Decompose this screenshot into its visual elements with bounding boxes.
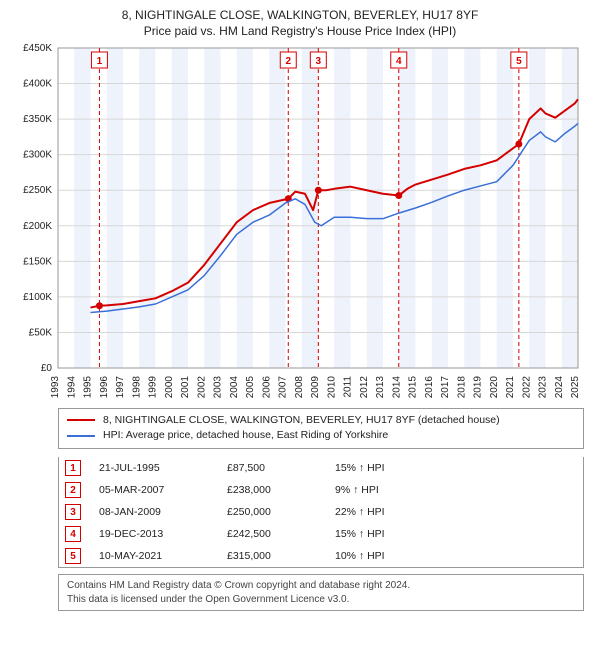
svg-text:2006: 2006: [261, 375, 272, 397]
svg-text:2002: 2002: [196, 375, 207, 397]
svg-text:2016: 2016: [424, 375, 435, 397]
svg-text:£450K: £450K: [23, 43, 52, 54]
svg-text:£50K: £50K: [29, 327, 53, 338]
svg-text:2022: 2022: [521, 375, 532, 397]
svg-text:2000: 2000: [164, 375, 175, 397]
price-vs-hpi-chart: £0 £50K £100K £150K £200K £250K £300K £350K £400…: [10, 42, 590, 398]
svg-text:2020: 2020: [489, 375, 500, 397]
event-price: £87,500: [227, 462, 317, 474]
footer-line-2: This data is licensed under the Open Gov…: [67, 593, 575, 607]
svg-text:1: 1: [97, 56, 103, 67]
svg-text:2: 2: [285, 56, 291, 67]
legend-swatch-property: [67, 419, 95, 421]
event-price: £238,000: [227, 484, 317, 496]
event-marker: 1: [65, 460, 81, 476]
event-delta: 10% ↑ HPI: [335, 550, 385, 562]
event-marker: 3: [65, 504, 81, 520]
event-price: £242,500: [227, 528, 317, 540]
event-price: £315,000: [227, 550, 317, 562]
svg-text:1997: 1997: [115, 375, 126, 397]
event-marker: 2: [65, 482, 81, 498]
svg-text:1999: 1999: [148, 375, 159, 397]
event-row: 3 08-JAN-2009 £250,000 22% ↑ HPI: [59, 501, 583, 523]
svg-text:2012: 2012: [359, 375, 370, 397]
event-date: 21-JUL-1995: [99, 462, 209, 474]
event-row: 5 10-MAY-2021 £315,000 10% ↑ HPI: [59, 545, 583, 567]
event-delta: 15% ↑ HPI: [335, 462, 385, 474]
event-row: 4 19-DEC-2013 £242,500 15% ↑ HPI: [59, 523, 583, 545]
legend-swatch-hpi: [67, 435, 95, 437]
event-row: 1 21-JUL-1995 £87,500 15% ↑ HPI: [59, 457, 583, 479]
footer-box: Contains HM Land Registry data © Crown c…: [58, 574, 584, 611]
svg-text:2017: 2017: [440, 375, 451, 397]
event-marker: 4: [65, 526, 81, 542]
svg-text:2003: 2003: [213, 375, 224, 397]
svg-text:£400K: £400K: [23, 78, 52, 89]
svg-text:£200K: £200K: [23, 220, 52, 231]
svg-text:2004: 2004: [229, 375, 240, 397]
svg-text:£350K: £350K: [23, 114, 52, 125]
svg-text:2011: 2011: [343, 375, 354, 397]
svg-text:2014: 2014: [391, 375, 402, 397]
svg-text:2013: 2013: [375, 375, 386, 397]
event-price: £250,000: [227, 506, 317, 518]
legend-label-hpi: HPI: Average price, detached house, East…: [103, 428, 388, 444]
events-table: 1 21-JUL-1995 £87,500 15% ↑ HPI 2 05-MAR-2007…: [58, 457, 584, 568]
chart-subtitle: Price paid vs. HM Land Registry's House …: [10, 24, 590, 38]
event-delta: 9% ↑ HPI: [335, 484, 379, 496]
event-delta: 15% ↑ HPI: [335, 528, 385, 540]
svg-text:1993: 1993: [50, 375, 61, 397]
event-marker: 5: [65, 548, 81, 564]
svg-text:1998: 1998: [131, 375, 142, 397]
svg-text:2001: 2001: [180, 375, 191, 397]
svg-text:2023: 2023: [538, 375, 549, 397]
legend-box: 8, NIGHTINGALE CLOSE, WALKINGTON, BEVERL…: [58, 408, 584, 450]
svg-text:2005: 2005: [245, 375, 256, 397]
svg-text:2024: 2024: [554, 375, 565, 397]
svg-text:5: 5: [516, 56, 522, 67]
svg-text:2018: 2018: [456, 375, 467, 397]
svg-text:£150K: £150K: [23, 256, 52, 267]
svg-text:2007: 2007: [278, 375, 289, 397]
svg-text:4: 4: [396, 56, 402, 67]
legend-label-property: 8, NIGHTINGALE CLOSE, WALKINGTON, BEVERL…: [103, 413, 500, 429]
event-date: 05-MAR-2007: [99, 484, 209, 496]
svg-text:2019: 2019: [473, 375, 484, 397]
svg-text:2009: 2009: [310, 375, 321, 397]
svg-text:2015: 2015: [408, 375, 419, 397]
event-date: 10-MAY-2021: [99, 550, 209, 562]
legend-item-hpi: HPI: Average price, detached house, East…: [67, 428, 575, 444]
svg-text:1994: 1994: [66, 375, 77, 397]
svg-text:2010: 2010: [326, 375, 337, 397]
event-date: 08-JAN-2009: [99, 506, 209, 518]
svg-text:2025: 2025: [570, 375, 581, 397]
footer-line-1: Contains HM Land Registry data © Crown c…: [67, 579, 575, 593]
event-date: 19-DEC-2013: [99, 528, 209, 540]
svg-text:£100K: £100K: [23, 291, 52, 302]
svg-text:3: 3: [316, 56, 322, 67]
legend-item-property: 8, NIGHTINGALE CLOSE, WALKINGTON, BEVERL…: [67, 413, 575, 429]
svg-text:£250K: £250K: [23, 185, 52, 196]
svg-text:2008: 2008: [294, 375, 305, 397]
chart-title-address: 8, NIGHTINGALE CLOSE, WALKINGTON, BEVERL…: [10, 8, 590, 24]
event-delta: 22% ↑ HPI: [335, 506, 385, 518]
svg-text:£0: £0: [41, 363, 53, 374]
svg-text:£300K: £300K: [23, 149, 52, 160]
svg-text:1996: 1996: [99, 375, 110, 397]
svg-text:1995: 1995: [83, 375, 94, 397]
svg-text:2021: 2021: [505, 375, 516, 397]
event-row: 2 05-MAR-2007 £238,000 9% ↑ HPI: [59, 479, 583, 501]
